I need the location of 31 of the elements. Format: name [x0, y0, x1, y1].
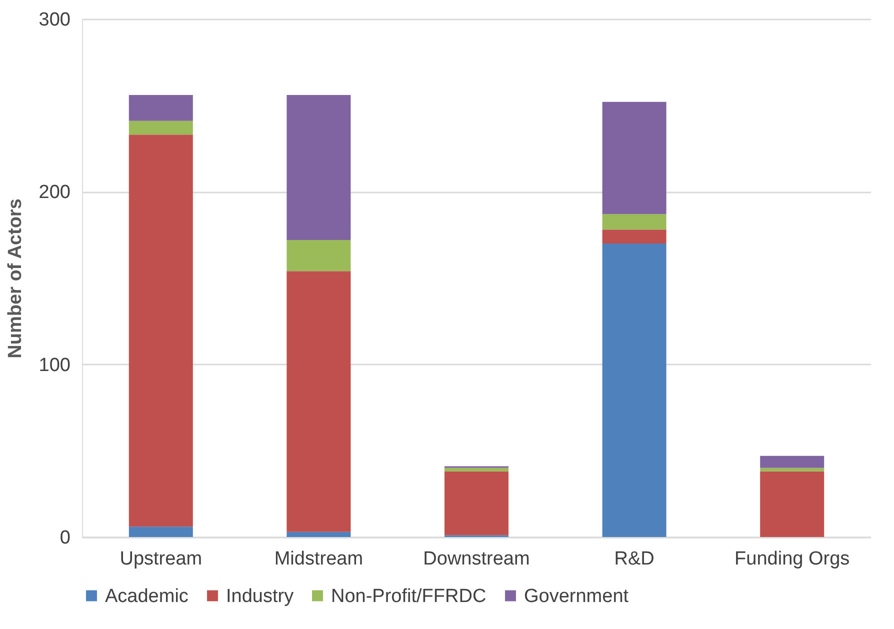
y-tick-label: 200	[38, 182, 70, 204]
bar	[128, 526, 193, 537]
bar	[602, 214, 666, 230]
x-tick-label: Midstream	[274, 548, 364, 570]
y-tick-label: 300	[38, 10, 70, 30]
y-tick-label: 0	[60, 528, 70, 548]
bar	[286, 271, 351, 532]
bar	[760, 456, 824, 468]
legend-label: Government	[524, 586, 630, 607]
bar	[602, 102, 666, 214]
x-tick-label: Upstream	[120, 548, 202, 570]
bar	[602, 230, 666, 244]
bar	[286, 240, 351, 272]
bar	[602, 243, 666, 537]
bar	[444, 468, 508, 472]
x-tick-label: R&D	[614, 548, 654, 570]
x-tick-label: Downstream	[423, 548, 530, 570]
bar	[760, 471, 824, 537]
bar	[128, 94, 193, 121]
bar	[286, 94, 351, 240]
y-tick-label: 100	[38, 354, 70, 376]
y-axis-title: Number of Actors	[4, 198, 26, 358]
bar	[760, 468, 824, 472]
bar	[444, 471, 508, 536]
legend-label: Non-Profit/FFRDC	[331, 586, 486, 607]
legend-label: Academic	[105, 586, 188, 607]
x-tick-label: Funding Orgs	[734, 548, 850, 570]
legend-label: Industry	[226, 586, 294, 607]
bar	[128, 120, 193, 135]
bar	[128, 134, 193, 527]
bar	[286, 532, 351, 537]
